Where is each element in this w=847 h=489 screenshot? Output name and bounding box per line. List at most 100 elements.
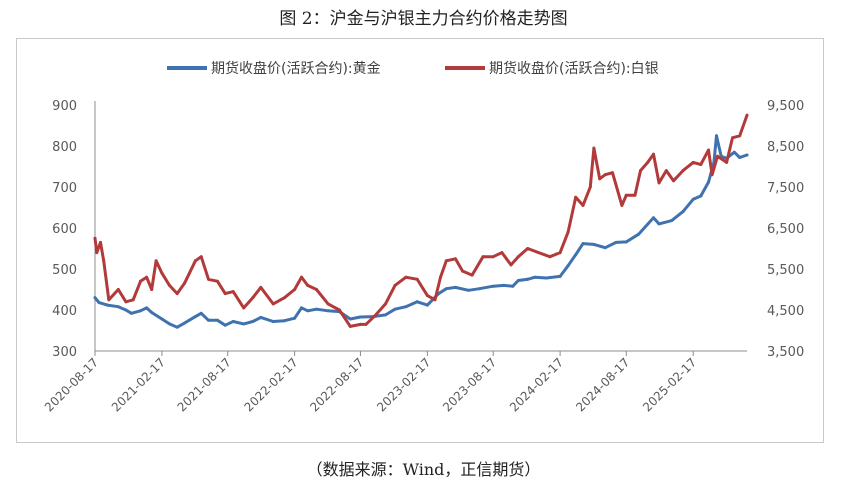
- data-point-silver: [716, 154, 719, 158]
- data-point-silver: [646, 160, 650, 164]
- data-point-silver: [657, 181, 661, 185]
- data-point-gold: [93, 296, 97, 300]
- data-point-silver: [145, 275, 149, 279]
- y-left-tick-label: 900: [52, 99, 77, 114]
- data-point-silver: [725, 160, 729, 164]
- data-point-silver: [251, 296, 255, 300]
- data-point-silver: [745, 113, 749, 117]
- data-point-silver: [259, 285, 263, 289]
- legend: 期货收盘价(活跃合约):黄金 期货收盘价(活跃合约):白银: [167, 60, 659, 77]
- data-point-gold: [581, 242, 585, 246]
- data-point-silver: [107, 298, 111, 302]
- data-point-silver: [707, 148, 710, 152]
- data-point-silver: [537, 251, 541, 255]
- data-point-gold: [415, 300, 419, 304]
- data-point-silver: [470, 273, 474, 277]
- data-point-silver: [131, 298, 135, 302]
- x-tick-label: 2020-08-17: [42, 355, 101, 414]
- x-tick-label: 2023-08-17: [440, 355, 499, 414]
- data-point-silver: [592, 146, 596, 150]
- data-point-gold: [544, 276, 548, 280]
- data-point-gold: [707, 180, 710, 184]
- x-tick-label: 2022-08-17: [307, 355, 366, 414]
- data-point-gold: [425, 303, 429, 307]
- data-point-gold: [293, 316, 297, 320]
- data-point-silver: [404, 275, 408, 279]
- data-point-gold: [516, 279, 520, 282]
- data-point-silver: [672, 179, 675, 183]
- data-point-gold: [223, 323, 227, 327]
- data-point-silver: [293, 288, 297, 291]
- data-point-silver: [566, 230, 570, 234]
- data-point-silver: [373, 314, 377, 318]
- data-point-gold: [168, 322, 171, 326]
- data-point-silver: [481, 255, 485, 259]
- data-point-silver: [461, 269, 465, 273]
- data-point-silver: [99, 240, 102, 244]
- data-point-silver: [509, 263, 513, 267]
- data-point-gold: [477, 287, 481, 291]
- data-point-gold: [681, 210, 685, 214]
- figure-title: 图 2：沪金与沪银主力合约价格走势图: [279, 9, 568, 29]
- data-point-silver: [223, 292, 227, 296]
- data-point-gold: [637, 232, 641, 236]
- data-point-silver: [710, 173, 714, 177]
- data-point-gold: [300, 306, 303, 310]
- data-point-silver: [306, 283, 310, 287]
- data-point-silver: [633, 193, 637, 197]
- data-point-gold: [444, 287, 448, 291]
- plot-area: [93, 113, 749, 329]
- data-point-silver: [326, 302, 330, 306]
- line-chart: 期货收盘价(活跃合约):黄金 期货收盘价(活跃合约):白银 300 400 500 6…: [42, 60, 804, 414]
- data-point-gold: [603, 246, 607, 250]
- x-tick-label: 2025-02-17: [640, 355, 699, 414]
- y-left-tick-label: 300: [52, 345, 77, 360]
- x-tick-label: 2021-02-17: [109, 355, 168, 414]
- data-point-silver: [337, 308, 341, 312]
- data-point-silver: [652, 152, 655, 156]
- y-right-tick-label: 4,500: [767, 304, 804, 319]
- data-point-gold: [745, 153, 749, 157]
- y-right-tick-label: 7,500: [767, 181, 804, 196]
- data-point-silver: [154, 259, 158, 263]
- data-point-silver: [491, 255, 495, 259]
- data-point-silver: [160, 271, 164, 275]
- data-point-gold: [124, 308, 128, 312]
- data-point-silver: [393, 283, 397, 287]
- data-point-silver: [283, 296, 286, 300]
- data-point-gold: [670, 219, 674, 223]
- data-point-gold: [207, 318, 210, 322]
- data-point-silver: [603, 173, 607, 177]
- data-point-gold: [558, 274, 562, 278]
- data-point-gold: [657, 222, 661, 226]
- data-point-gold: [175, 325, 179, 329]
- data-point-gold: [231, 320, 235, 323]
- data-point-silver: [415, 277, 419, 281]
- data-point-gold: [326, 309, 330, 313]
- data-point-gold: [139, 309, 142, 313]
- data-point-gold: [160, 317, 164, 321]
- data-point-gold: [738, 156, 742, 159]
- data-point-silver: [620, 203, 624, 207]
- data-point-gold: [511, 284, 515, 288]
- data-point-gold: [145, 306, 149, 310]
- data-point-silver: [116, 288, 120, 291]
- data-point-silver: [102, 259, 106, 263]
- data-point-gold: [624, 240, 628, 244]
- data-point-gold: [251, 320, 255, 323]
- data-point-silver: [193, 259, 197, 263]
- data-point-silver: [664, 169, 668, 173]
- y-left-tick-label: 500: [52, 263, 77, 278]
- data-point-silver: [175, 292, 179, 296]
- data-point-silver: [738, 134, 742, 138]
- data-point-silver: [150, 288, 154, 291]
- data-point-gold: [715, 134, 718, 138]
- data-point-gold: [216, 318, 219, 322]
- series-line-gold: [93, 134, 749, 329]
- data-point-silver: [639, 169, 642, 173]
- data-point-gold: [359, 315, 362, 319]
- data-point-gold: [271, 320, 275, 323]
- data-point-silver: [439, 275, 442, 279]
- data-point-silver: [183, 281, 186, 285]
- data-point-silver: [315, 288, 318, 291]
